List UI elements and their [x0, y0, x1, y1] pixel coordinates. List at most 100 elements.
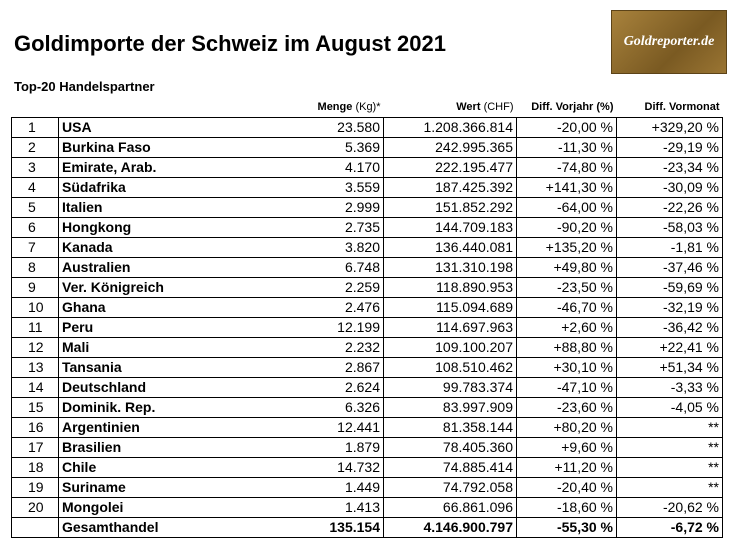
table-cell: 118.890.953 — [383, 277, 517, 298]
table-cell: 23.580 — [248, 117, 384, 138]
table-cell: 9 — [11, 277, 59, 298]
table-cell: -20,62 % — [616, 497, 723, 518]
table-cell: -55,30 % — [516, 517, 617, 538]
table-cell: 3 — [11, 157, 59, 178]
table-row: 20 Mongolei 1.413 66.861.096 -18,60 % -20,62 … — [11, 497, 723, 518]
title: Goldimporte der Schweiz im August 2021 — [14, 31, 446, 56]
table-cell: -23,60 % — [516, 397, 617, 418]
table-cell: +49,80 % — [516, 257, 617, 278]
table-row: 18 Chile 14.732 74.885.414 +11,20 % ** — [11, 457, 723, 478]
table-cell: 109.100.207 — [383, 337, 517, 358]
table-cell: -6,72 % — [616, 517, 723, 538]
table-cell: 7 — [11, 237, 59, 258]
table-cell: 12 — [11, 337, 59, 358]
table-cell: Italien — [58, 197, 249, 218]
table-cell: 4.170 — [248, 157, 384, 178]
table-cell: Mongolei — [58, 497, 249, 518]
header-label: Menge — [317, 101, 353, 113]
table-row: 2 Burkina Faso 5.369 242.995.365 -11,30 % -29… — [11, 137, 723, 158]
table-row: 7 Kanada 3.820 136.440.081 +135,20 % -1,81 % — [11, 237, 723, 258]
header-cell: Diff. Vormonat — [617, 97, 723, 118]
table-cell: 14 — [11, 377, 59, 398]
header-cell — [12, 97, 59, 118]
header-label: Wert — [456, 101, 481, 113]
table-cell: 15 — [11, 397, 59, 418]
table-cell: 8 — [11, 257, 59, 278]
table-cell: -23,34 % — [616, 157, 723, 178]
table-cell: 114.697.963 — [383, 317, 517, 338]
table-cell: ** — [616, 457, 723, 478]
table-cell: 135.154 — [248, 517, 384, 538]
table-cell: -1,81 % — [616, 237, 723, 258]
table-row: 15 Dominik. Rep. 6.326 83.997.909 -23,60 % -4… — [11, 397, 723, 418]
table-cell: +141,30 % — [516, 177, 617, 198]
table-cell: 3.559 — [248, 177, 384, 198]
table-cell: 2.999 — [248, 197, 384, 218]
table-cell: Chile — [58, 457, 249, 478]
table-cell: +88,80 % — [516, 337, 617, 358]
table-cell: 2.624 — [248, 377, 384, 398]
table-cell: +11,20 % — [516, 457, 617, 478]
table-cell: 6 — [11, 217, 59, 238]
table-cell: 5 — [11, 197, 59, 218]
table-cell: -3,33 % — [616, 377, 723, 398]
table-cell: 136.440.081 — [383, 237, 517, 258]
table-cell: 13 — [11, 357, 59, 378]
table-cell: -58,03 % — [616, 217, 723, 238]
table-cell: ** — [616, 437, 723, 458]
table-cell: Deutschland — [58, 377, 249, 398]
table-cell: 2 — [11, 137, 59, 158]
table-cell: Ghana — [58, 297, 249, 318]
table-cell: Burkina Faso — [58, 137, 249, 158]
table-cell: +80,20 % — [516, 417, 617, 438]
table-row: 9 Ver. Königreich 2.259 118.890.953 -23,50 %… — [11, 277, 723, 298]
table-row: 5 Italien 2.999 151.852.292 -64,00 % -22,26 % — [11, 197, 723, 218]
header-row: Menge (Kg)* Wert (CHF) Diff. Vorjahr (%) Di… — [12, 97, 723, 118]
table-cell: -30,09 % — [616, 177, 723, 198]
table-cell: 2.867 — [248, 357, 384, 378]
table-cell: 74.885.414 — [383, 457, 517, 478]
table-row: 3 Emirate, Arab. 4.170 222.195.477 -74,80 % -… — [11, 157, 723, 178]
table-cell: 16 — [11, 417, 59, 438]
header-label: Diff. Vorjahr (%) — [531, 101, 614, 113]
table-cell: 66.861.096 — [383, 497, 517, 518]
table-cell: 1.879 — [248, 437, 384, 458]
table-cell: Dominik. Rep. — [58, 397, 249, 418]
table-cell: 4 — [11, 177, 59, 198]
table-cell: -20,00 % — [516, 117, 617, 138]
table-cell: 187.425.392 — [383, 177, 517, 198]
header-unit: (CHF) — [483, 101, 514, 113]
table-cell: 1.449 — [248, 477, 384, 498]
table-cell: -64,00 % — [516, 197, 617, 218]
table-cell: 99.783.374 — [383, 377, 517, 398]
table-cell: Peru — [58, 317, 249, 338]
table-cell: -11,30 % — [516, 137, 617, 158]
table-cell: Suriname — [58, 477, 249, 498]
table-cell: 108.510.462 — [383, 357, 517, 378]
table-cell: 12.441 — [248, 417, 384, 438]
table-cell: 12.199 — [248, 317, 384, 338]
table-cell: 6.748 — [248, 257, 384, 278]
total-row: Gesamthandel 135.154 4.146.900.797 -55,30 %… — [11, 517, 723, 538]
subtitle: Top-20 Handelspartner — [14, 79, 155, 94]
table-cell: -47,10 % — [516, 377, 617, 398]
table-cell: 2.259 — [248, 277, 384, 298]
table-cell: -32,19 % — [616, 297, 723, 318]
table-cell: 144.709.183 — [383, 217, 517, 238]
table-cell: 20 — [11, 497, 59, 518]
header-label: Diff. Vormonat — [644, 101, 720, 113]
table-cell: -23,50 % — [516, 277, 617, 298]
table-cell: 151.852.292 — [383, 197, 517, 218]
table-row: 4 Südafrika 3.559 187.425.392 +141,30 % -30,0… — [11, 177, 723, 198]
table-cell: Hongkong — [58, 217, 249, 238]
header-unit: (Kg)* — [355, 101, 381, 113]
table-cell: -29,19 % — [616, 137, 723, 158]
table-cell: Argentinien — [58, 417, 249, 438]
table-cell: +9,60 % — [516, 437, 617, 458]
table-cell: -46,70 % — [516, 297, 617, 318]
table-cell: 1 — [11, 117, 59, 138]
header-cell: Diff. Vorjahr (%) — [517, 97, 617, 118]
table-cell: 17 — [11, 437, 59, 458]
table-cell: Brasilien — [58, 437, 249, 458]
